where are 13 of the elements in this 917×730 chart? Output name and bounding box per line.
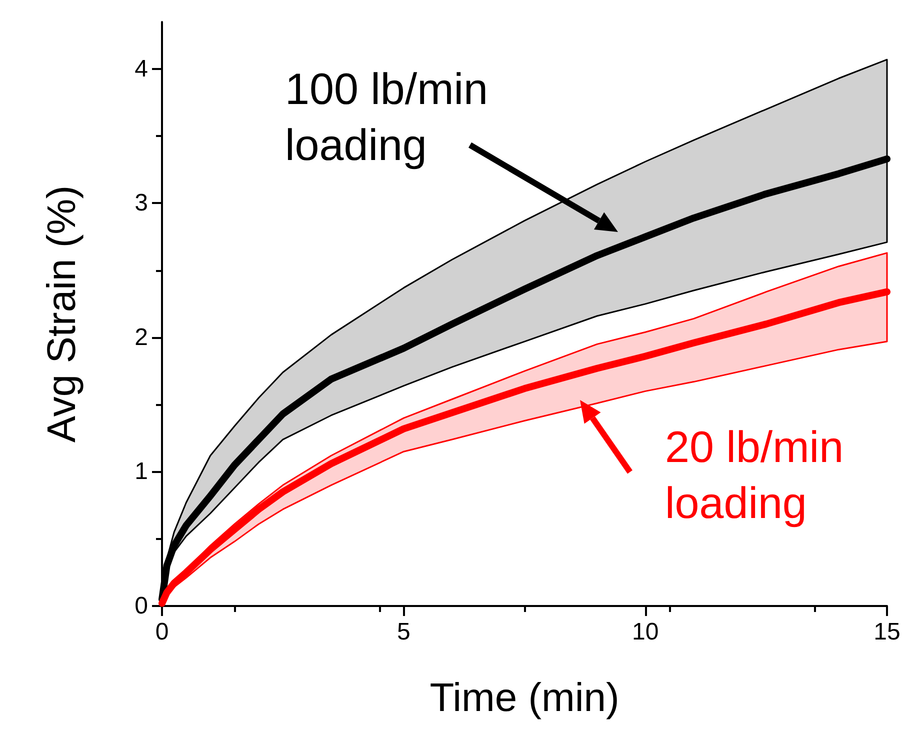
x-tick-label: 0	[155, 618, 169, 646]
y-tick-label: 4	[134, 55, 148, 82]
annotation: 20 lb/min loading	[665, 422, 844, 530]
y-tick-label: 0	[134, 592, 148, 620]
x-tick-label: 10	[632, 618, 659, 646]
y-tick-label: 1	[134, 458, 148, 486]
y-tick-label: 2	[134, 324, 148, 351]
y-axis-title: Avg Strain (%)	[40, 185, 84, 443]
x-axis-title: Time (min)	[430, 676, 620, 720]
annotation: 100 lb/min loading	[285, 64, 488, 172]
x-tick-label: 15	[874, 618, 900, 646]
x-tick-label: 5	[396, 618, 410, 646]
y-tick-label: 3	[134, 190, 148, 217]
